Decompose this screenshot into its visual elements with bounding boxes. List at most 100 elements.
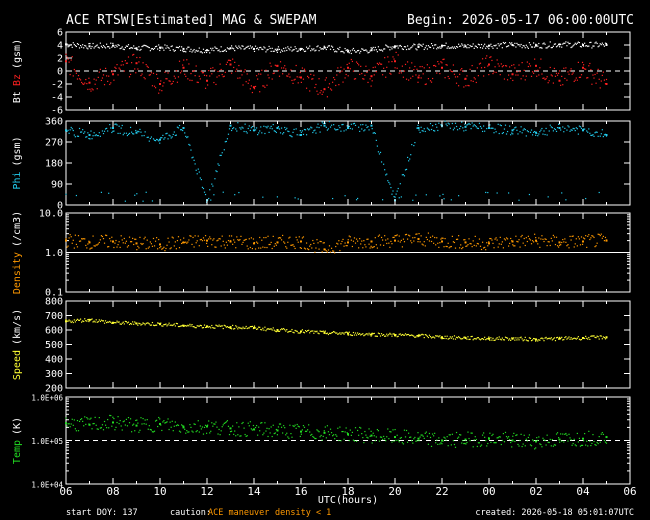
noise-point [352, 240, 355, 242]
noise-point [262, 246, 264, 248]
noise-point [297, 332, 299, 334]
noise-point [167, 46, 169, 49]
data-point [558, 79, 561, 82]
noise-point [226, 244, 229, 246]
noise-point [108, 245, 110, 248]
noise-point [467, 244, 469, 246]
noise-point [101, 46, 104, 49]
noise-point [392, 46, 394, 48]
noise-point [227, 133, 230, 135]
noise-point [229, 240, 232, 242]
noise-point [493, 44, 495, 47]
noise-point [361, 240, 363, 242]
noise-point [499, 236, 501, 238]
noise-point [137, 324, 139, 326]
noise-point [579, 244, 582, 246]
noise-point [550, 74, 552, 76]
noise-point [312, 131, 314, 134]
noise-point [121, 46, 123, 48]
noise-point [270, 50, 272, 52]
noise-point [422, 130, 424, 132]
noise-point [423, 437, 425, 439]
noise-point [115, 44, 117, 46]
noise-point [556, 336, 559, 339]
noise-point [598, 436, 600, 438]
noise-point [254, 129, 257, 131]
noise-point [100, 427, 103, 429]
noise-point [185, 324, 187, 327]
noise-point [229, 59, 232, 62]
data-point [112, 44, 114, 47]
noise-point [177, 76, 180, 78]
noise-point [414, 236, 416, 239]
noise-point [344, 77, 346, 79]
noise-point [209, 52, 211, 54]
noise-point [290, 330, 292, 332]
noise-point [328, 332, 331, 334]
noise-point [452, 338, 455, 340]
noise-point [286, 127, 288, 129]
noise-point [353, 122, 356, 125]
noise-point [358, 434, 360, 436]
series-temp [65, 414, 608, 450]
noise-point [228, 235, 231, 237]
noise-point [336, 435, 338, 437]
noise-point [594, 443, 596, 446]
noise-point [340, 130, 342, 132]
noise-point [452, 64, 455, 66]
noise-point [161, 248, 163, 250]
noise-point [238, 45, 240, 47]
noise-point [590, 41, 592, 43]
noise-point [131, 47, 133, 49]
noise-point [522, 45, 524, 47]
noise-point [475, 81, 477, 84]
noise-point [447, 445, 449, 447]
noise-point [220, 68, 222, 71]
data-point [112, 127, 114, 129]
data-point [394, 60, 396, 63]
noise-point [229, 47, 232, 49]
noise-point [239, 239, 241, 241]
noise-point [589, 41, 591, 44]
noise-point [543, 77, 545, 79]
noise-point [595, 82, 597, 84]
noise-point [78, 47, 81, 49]
noise-point [524, 47, 526, 49]
panel-frame [65, 120, 631, 206]
noise-point [579, 76, 582, 78]
noise-point [187, 324, 189, 326]
noise-point [502, 65, 504, 67]
noise-point [451, 433, 453, 435]
noise-point [333, 330, 335, 333]
noise-point [81, 46, 83, 48]
noise-point [299, 49, 301, 51]
panels: 6420-2-4-6BtBz(gsm)360270180900Phi(gsm)1… [12, 28, 631, 490]
noise-point [228, 433, 231, 436]
noise-point [353, 440, 356, 442]
noise-point [117, 244, 119, 246]
noise-point [235, 247, 237, 249]
noise-point [338, 333, 340, 335]
noise-point [550, 337, 552, 339]
noise-point [76, 78, 79, 80]
noise-point [309, 45, 311, 47]
noise-point [475, 438, 477, 441]
data-point [159, 243, 161, 246]
noise-point [296, 423, 298, 426]
noise-point [361, 128, 363, 130]
noise-point [192, 70, 194, 72]
noise-point [77, 43, 80, 46]
noise-point [501, 439, 503, 442]
noise-point [320, 48, 322, 50]
noise-point [547, 441, 549, 443]
noise-point [533, 131, 535, 133]
noise-point [152, 324, 155, 326]
noise-point [158, 140, 160, 142]
noise-point [189, 323, 191, 325]
noise-point [416, 127, 418, 129]
noise-point [484, 336, 486, 338]
noise-point [277, 330, 280, 332]
noise-point [154, 87, 157, 89]
noise-point [213, 238, 215, 240]
noise-point [536, 437, 538, 439]
